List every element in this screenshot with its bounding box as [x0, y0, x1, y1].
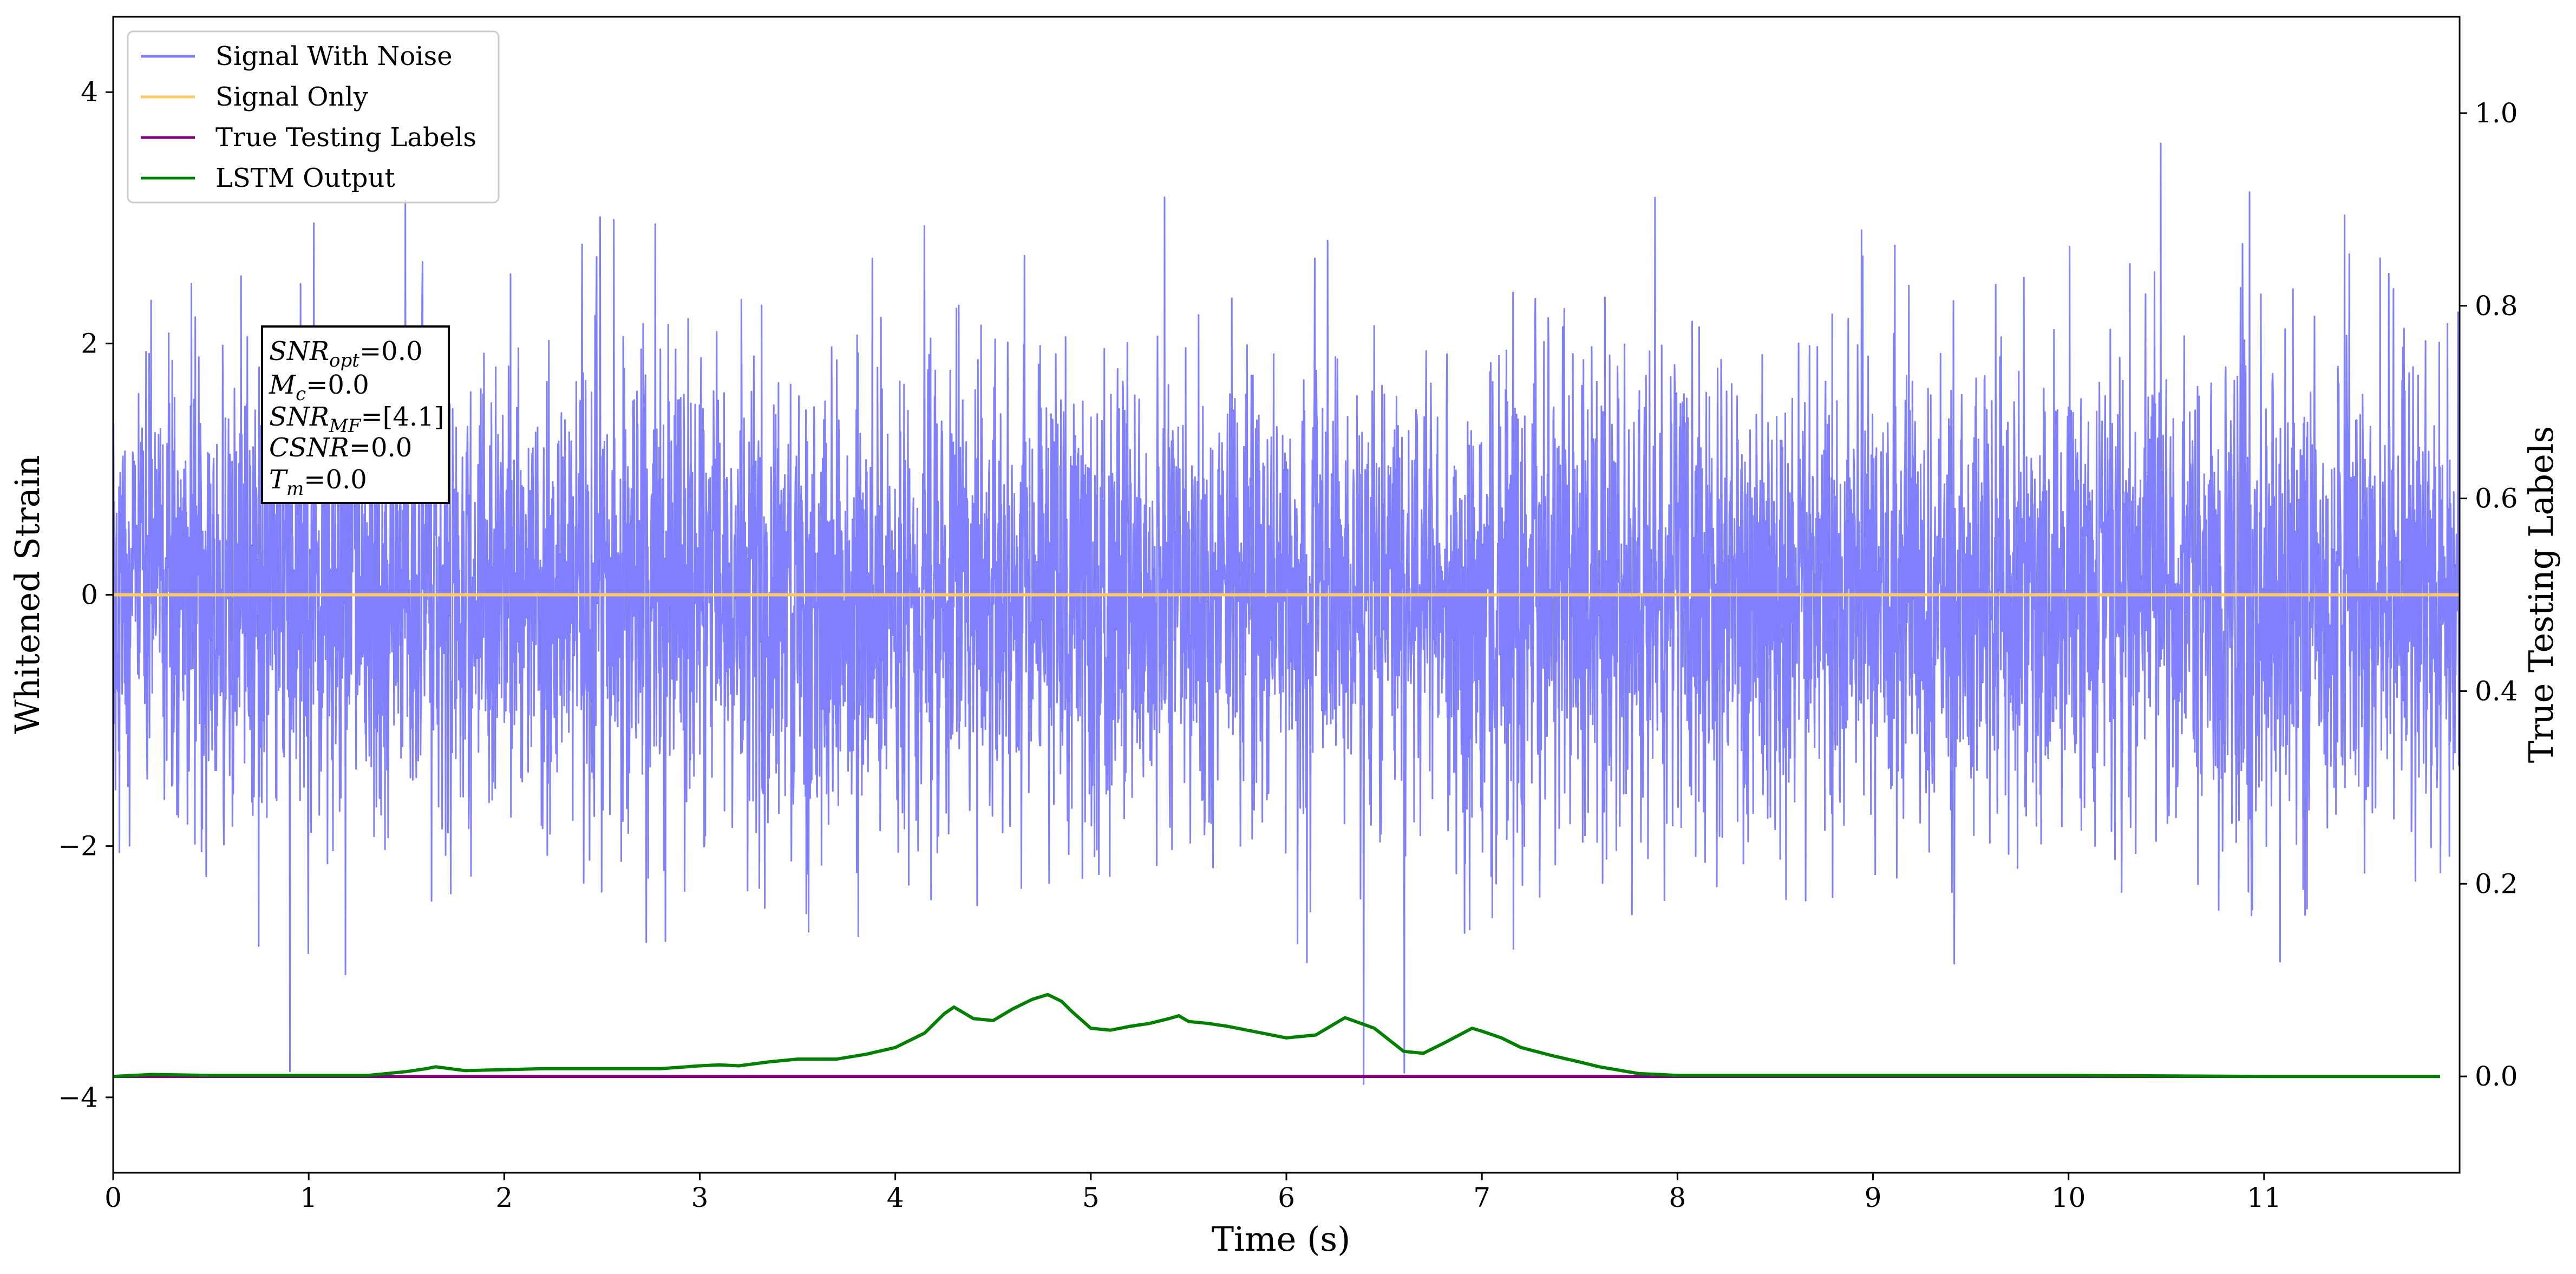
- info-line-mc: Mc=0.0: [269, 370, 369, 405]
- info-box: [261, 325, 450, 504]
- y-right-tick-label-0.2: 0.2: [2475, 868, 2518, 899]
- x-tick-label-6: 6: [1278, 1182, 1295, 1213]
- series-layer: [113, 142, 2460, 1085]
- series-line-signal-with-noise: [113, 142, 2460, 1085]
- x-tick-label-5: 5: [1082, 1182, 1100, 1213]
- legend-entry-true-testing-labels: True Testing Labels: [141, 122, 476, 153]
- x-tick-label-9: 9: [1865, 1182, 1882, 1213]
- y-axis-right-title: True Testing Labels: [2521, 426, 2561, 763]
- y-right-tick-label-0.6: 0.6: [2475, 483, 2518, 514]
- x-tick-label-3: 3: [691, 1182, 709, 1213]
- y-right-tick-label-0.4: 0.4: [2475, 675, 2518, 707]
- x-tick-label-4: 4: [887, 1182, 904, 1213]
- legend-label-lstm-output: LSTM Output: [215, 163, 395, 193]
- x-tick-label-10: 10: [2051, 1182, 2086, 1213]
- y-left-tick-label-2: 2: [81, 328, 98, 359]
- x-axis-title: Time (s): [1212, 1219, 1351, 1259]
- y-right-tick-label-1: 1.0: [2475, 97, 2518, 129]
- y-right-tick-label-0.8: 0.8: [2475, 290, 2518, 322]
- x-tick-label-0: 0: [104, 1182, 122, 1213]
- x-tick-label-8: 8: [1669, 1182, 1686, 1213]
- y-axis-left-title: Whitened Strain: [8, 455, 47, 734]
- series-lstm-output: [113, 992, 2440, 1079]
- x-tick-label-11: 11: [2247, 1182, 2281, 1213]
- y-left-tick-label-0: 0: [81, 579, 98, 611]
- info-line-snr-mf: SNRMF=[4.1]: [269, 402, 444, 437]
- y-left-tick-label--4: −4: [58, 1082, 98, 1113]
- info-annotation: SNRopt=0.0 Mc=0.0 SNRMF=[4.1] CSNR=0.0 T…: [261, 325, 450, 504]
- info-line-tm: Tm=0.0: [269, 465, 367, 500]
- legend-entry-signal-with-noise: Signal With Noise: [141, 41, 453, 71]
- info-line-csnr: CSNR=0.0: [269, 433, 412, 463]
- legend-box: [127, 30, 500, 204]
- legend-entry-signal-only: Signal Only: [141, 82, 368, 112]
- legend: Signal With Noise Signal Only True Testi…: [127, 30, 500, 204]
- y-right-tick-label-0: 0.0: [2475, 1061, 2518, 1092]
- legend-entry-lstm-output: LSTM Output: [141, 163, 395, 193]
- series-line-lstm-output: [113, 992, 2440, 1079]
- legend-label-signal-only: Signal Only: [215, 82, 368, 112]
- y-left-tick-label-4: 4: [81, 76, 98, 108]
- x-tick-label-1: 1: [300, 1182, 317, 1213]
- info-line-snr-opt: SNRopt=0.0: [269, 336, 423, 371]
- y-left-tick-label--2: −2: [58, 831, 98, 862]
- legend-label-signal-with-noise: Signal With Noise: [215, 41, 453, 71]
- x-tick-label-2: 2: [495, 1182, 513, 1213]
- legend-label-true-testing-labels: True Testing Labels: [215, 122, 476, 153]
- x-tick-label-7: 7: [1473, 1182, 1490, 1213]
- axes-layer: 0 1 2 3 4 5 6 7 8 9 10 11 −4 −2 0 2 4 0.0 0.2 0.4 0.6 0.8 1.0: [58, 76, 2518, 1213]
